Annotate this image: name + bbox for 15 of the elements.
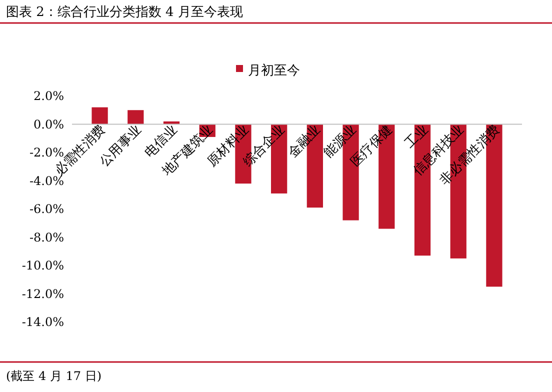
y-tick-label: -10.0%	[22, 258, 64, 273]
bar	[92, 107, 108, 124]
y-tick-label: 0.0%	[34, 117, 64, 132]
y-tick-label: 2.0%	[34, 89, 64, 104]
text: (截至 4 月 17 日)	[6, 369, 102, 383]
y-tick-label: -14.0%	[22, 315, 64, 330]
y-tick-label: -12.0%	[22, 286, 64, 301]
y-tick-label: -2.0%	[29, 146, 64, 160]
x-tick-label: 金融业	[286, 122, 324, 161]
y-tick-label: -6.0%	[29, 202, 64, 216]
y-tick-label: -8.0%	[29, 230, 64, 244]
chart-title: 图表 2：综合行业分类指数 4 月至今表现	[6, 5, 243, 20]
legend-label: 月初至今	[248, 64, 300, 79]
bar	[128, 110, 144, 124]
x-tick-label: 工业	[402, 122, 432, 152]
